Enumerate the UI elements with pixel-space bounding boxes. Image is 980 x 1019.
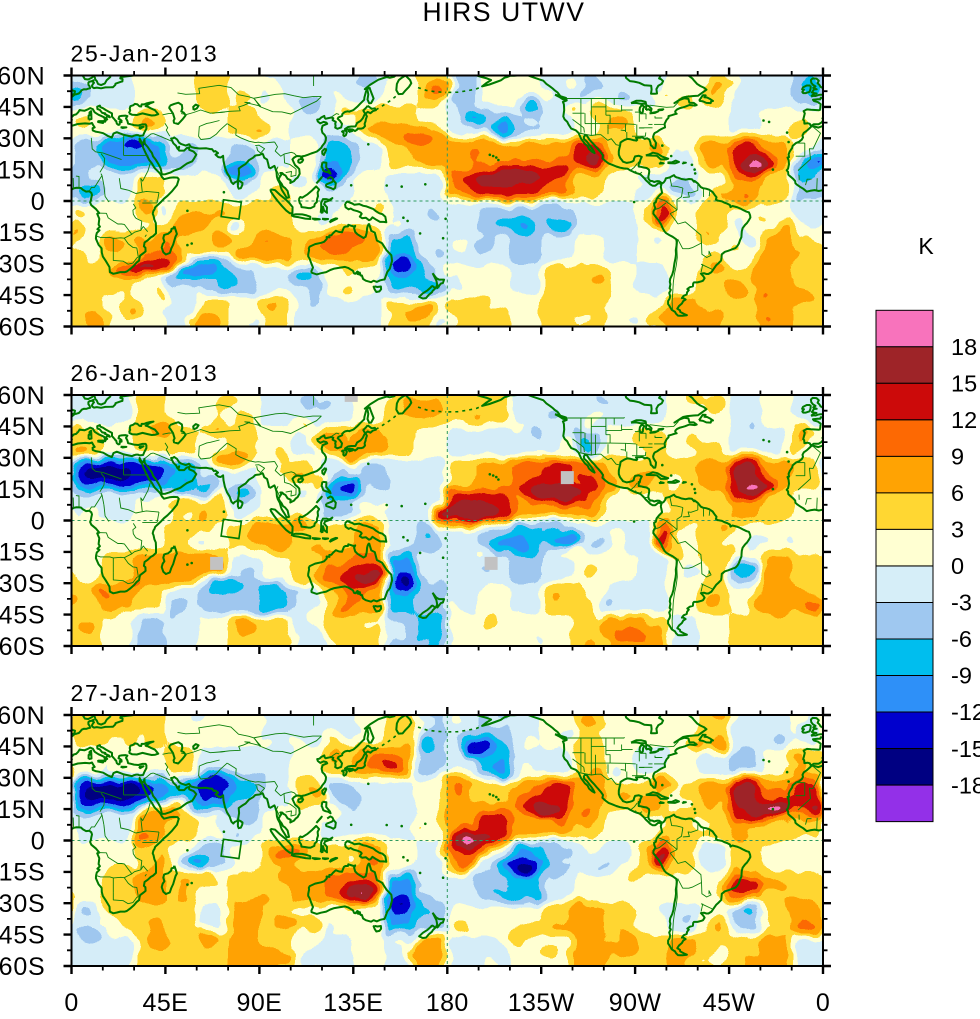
- svg-text:-9: -9: [951, 663, 972, 689]
- svg-text:135W: 135W: [508, 989, 575, 1014]
- svg-text:15N: 15N: [0, 796, 46, 824]
- svg-text:0: 0: [816, 989, 830, 1014]
- svg-text:60N: 60N: [0, 382, 46, 410]
- svg-text:30N: 30N: [0, 445, 46, 473]
- svg-text:60S: 60S: [0, 633, 46, 661]
- svg-text:HIRS UTWV: HIRS UTWV: [422, 0, 585, 27]
- svg-text:0: 0: [951, 553, 964, 579]
- svg-text:15N: 15N: [0, 156, 46, 184]
- svg-text:45E: 45E: [143, 989, 189, 1014]
- svg-text:45S: 45S: [0, 282, 46, 310]
- svg-text:0: 0: [64, 989, 78, 1014]
- svg-text:25-Jan-2013: 25-Jan-2013: [71, 41, 219, 67]
- svg-text:45N: 45N: [0, 94, 46, 122]
- svg-text:3: 3: [951, 517, 964, 543]
- svg-text:45S: 45S: [0, 921, 46, 949]
- svg-text:60N: 60N: [0, 62, 46, 90]
- svg-text:60N: 60N: [0, 702, 46, 730]
- svg-text:-6: -6: [951, 626, 972, 652]
- svg-text:-18: -18: [951, 772, 980, 798]
- svg-text:-3: -3: [951, 590, 972, 616]
- svg-text:180: 180: [426, 989, 469, 1014]
- svg-text:60S: 60S: [0, 313, 46, 341]
- svg-text:6: 6: [951, 480, 964, 506]
- svg-text:0: 0: [31, 507, 46, 535]
- svg-text:45S: 45S: [0, 601, 46, 629]
- svg-text:30S: 30S: [0, 570, 46, 598]
- svg-text:K: K: [918, 233, 934, 259]
- svg-text:27-Jan-2013: 27-Jan-2013: [71, 680, 219, 706]
- svg-text:90E: 90E: [237, 989, 283, 1014]
- svg-text:15S: 15S: [0, 859, 46, 887]
- svg-text:45N: 45N: [0, 733, 46, 761]
- svg-text:12: 12: [951, 407, 977, 433]
- svg-text:15S: 15S: [0, 539, 46, 567]
- svg-text:15: 15: [951, 371, 977, 397]
- svg-text:26-Jan-2013: 26-Jan-2013: [71, 360, 219, 386]
- svg-text:45N: 45N: [0, 413, 46, 441]
- svg-text:30S: 30S: [0, 251, 46, 279]
- svg-text:15S: 15S: [0, 219, 46, 247]
- svg-text:0: 0: [31, 827, 46, 855]
- svg-text:-15: -15: [951, 736, 980, 762]
- svg-text:60S: 60S: [0, 953, 46, 981]
- svg-text:30N: 30N: [0, 765, 46, 793]
- svg-text:15N: 15N: [0, 476, 46, 504]
- svg-text:30S: 30S: [0, 890, 46, 918]
- svg-text:90W: 90W: [609, 989, 662, 1014]
- svg-text:18: 18: [951, 334, 977, 360]
- svg-text:9: 9: [951, 444, 964, 470]
- svg-text:30N: 30N: [0, 125, 46, 153]
- svg-text:135E: 135E: [323, 989, 383, 1014]
- svg-text:-12: -12: [951, 699, 980, 725]
- svg-text:0: 0: [31, 188, 46, 216]
- svg-text:45W: 45W: [703, 989, 756, 1014]
